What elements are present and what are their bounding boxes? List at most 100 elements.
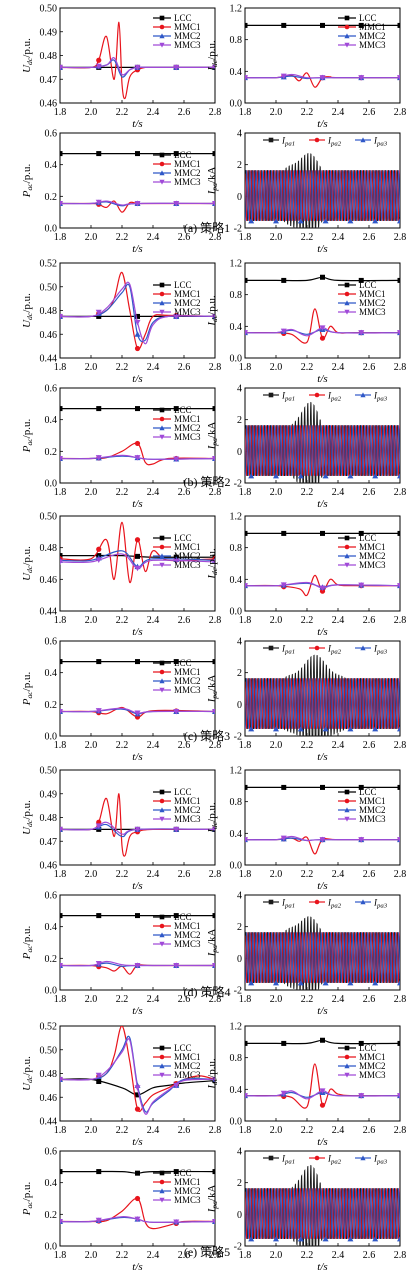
- svg-text:Ipa/kA: Ipa/kA: [206, 167, 219, 196]
- y-tick-label: 0.2: [45, 447, 58, 458]
- series-marker-lcc: [96, 1169, 102, 1175]
- series-marker-mmc3: [95, 960, 102, 967]
- x-tick-label: 1.8: [54, 1125, 67, 1136]
- x-axis-label: t/s: [317, 626, 327, 638]
- series-line-mmc3: [245, 73, 400, 79]
- x-tick-label: 2.2: [301, 615, 314, 626]
- series-marker-ipa3: [372, 472, 379, 479]
- x-axis-label: t/s: [132, 373, 142, 385]
- x-tick-label: 2.0: [85, 107, 98, 118]
- legend-entry-lcc: LCC: [174, 787, 192, 797]
- legend-entry-mmc1: MMC1: [174, 1052, 201, 1062]
- series-marker-lcc: [397, 784, 400, 790]
- plot-frame: [244, 769, 401, 866]
- series-marker-lcc: [320, 274, 325, 280]
- legend-entry-mmc2: MMC2: [174, 676, 201, 686]
- x-tick-label: 2.4: [332, 1125, 345, 1136]
- y-tick-label: 4: [237, 1147, 242, 1158]
- x-tick-label: 2.0: [85, 1125, 98, 1136]
- x-tick-label: 1.8: [239, 994, 252, 1005]
- x-tick-label: 1.8: [239, 487, 252, 498]
- x-axis-label: t/s: [317, 243, 327, 255]
- series-line-ipa1: [245, 1164, 400, 1246]
- x-tick-label: 2.0: [85, 232, 98, 243]
- legend-entry-mmc1: MMC1: [174, 921, 201, 931]
- y-tick-label: 2: [237, 160, 242, 171]
- y-axis-label: Idc/p.u.: [206, 548, 219, 580]
- x-axis-label: t/s: [317, 751, 327, 763]
- y-axis-label: Udc/p.u.: [21, 1056, 34, 1091]
- x-tick-label: 2.2: [301, 1250, 314, 1261]
- y-tick-label: 0.4: [230, 67, 243, 78]
- series-line-lcc: [60, 1078, 215, 1096]
- y-tick-label: 0.44: [40, 354, 58, 365]
- x-tick-label: 2.6: [178, 615, 191, 626]
- legend-entry-ipa2: Ipa2: [327, 1154, 342, 1166]
- series-marker-mmc3: [212, 313, 215, 320]
- x-tick-label: 2.0: [85, 487, 98, 498]
- figure-caption-b: (b) 策略2: [184, 474, 231, 489]
- x-tick-label: 1.8: [54, 615, 67, 626]
- legend-entry-mmc3: MMC3: [174, 939, 201, 949]
- x-tick-label: 2.4: [147, 869, 160, 880]
- plot-frame: [59, 132, 216, 229]
- series-marker-mmc3: [397, 837, 400, 843]
- svg-text:Pac/p.u.: Pac/p.u.: [21, 1181, 34, 1216]
- y-tick-label: 0.0: [230, 607, 243, 618]
- series-marker-ipa3: [273, 725, 279, 732]
- y-tick-label: 0.50: [40, 512, 58, 523]
- x-tick-label: 2.0: [270, 362, 283, 373]
- series-line-lcc: [245, 1039, 400, 1045]
- x-tick-label: 2.4: [147, 1250, 160, 1261]
- svg-text:Ipa/kA: Ipa/kA: [206, 929, 219, 958]
- x-tick-label: 2.8: [394, 1125, 407, 1136]
- x-tick-label: 2.4: [147, 740, 160, 751]
- x-tick-label: 2.0: [85, 740, 98, 751]
- x-axis-label: t/s: [132, 626, 142, 638]
- y-tick-label: 0.48: [40, 813, 58, 824]
- series-marker-ipa3: [347, 472, 354, 479]
- x-tick-label: 2.2: [116, 107, 129, 118]
- series-marker-ipa3: [347, 217, 354, 224]
- x-tick-label: 2.6: [178, 994, 191, 1005]
- series-marker-ipa3: [397, 979, 400, 986]
- series-marker-mmc3: [60, 313, 63, 320]
- legend-entry-lcc: LCC: [359, 533, 377, 543]
- y-tick-label: 0: [237, 954, 242, 965]
- series-marker-lcc: [173, 406, 179, 412]
- figure-caption-e: (e) 策略5: [184, 1244, 230, 1259]
- figure-caption-a: (a) 策略1: [184, 220, 230, 235]
- legend-entry-mmc3: MMC3: [359, 814, 386, 824]
- svg-text:Pac/p.u.: Pac/p.u.: [21, 925, 34, 960]
- series-line-lcc: [60, 554, 215, 558]
- legend-entry-mmc2: MMC2: [359, 298, 386, 308]
- chart-c-udc: 0.44 0.46 0.48 0.50 1.8 2.0 2.2 2.4 2.6 2.8 t/s Udc…: [21, 512, 221, 639]
- series-marker-ipa3: [297, 725, 304, 732]
- x-axis-label: t/s: [132, 243, 142, 255]
- series-line-mmc3: [245, 581, 400, 589]
- y-tick-label: 0.47: [40, 75, 58, 86]
- legend-entry-mmc1: MMC1: [359, 1052, 386, 1062]
- series-marker-mmc3: [212, 826, 215, 833]
- series-marker-mmc3: [212, 455, 215, 462]
- legend-entry-mmc3: MMC3: [174, 685, 201, 695]
- series-marker-lcc: [173, 659, 179, 665]
- legend-entry-lcc: LCC: [359, 1043, 377, 1053]
- series-marker-mmc3: [60, 962, 63, 969]
- y-axis-label: Pac/p.u.: [21, 671, 34, 706]
- legend-entry-ipa1: Ipa1: [281, 898, 295, 910]
- series-marker-mmc1: [96, 546, 102, 552]
- x-tick-label: 2.6: [363, 1125, 376, 1136]
- legend-entry-mmc2: MMC2: [174, 298, 201, 308]
- y-tick-label: 0.6: [45, 1147, 58, 1158]
- series-marker-ipa3: [297, 217, 304, 224]
- x-tick-label: 2.8: [209, 232, 222, 243]
- series-marker-lcc: [173, 1169, 179, 1175]
- svg-text:Ipa/kA: Ipa/kA: [206, 675, 219, 704]
- chart-d-udc: 0.46 0.47 0.48 0.49 0.50 1.8 2.0 2.2 2.4 2.6 2.8 t/…: [21, 766, 221, 893]
- series-marker-mmc3: [60, 1218, 63, 1225]
- legend-entry-ipa1: Ipa1: [281, 644, 295, 656]
- series-line-mmc3: [245, 327, 400, 337]
- x-tick-label: 1.8: [239, 1125, 252, 1136]
- series-marker-mmc3: [397, 75, 400, 81]
